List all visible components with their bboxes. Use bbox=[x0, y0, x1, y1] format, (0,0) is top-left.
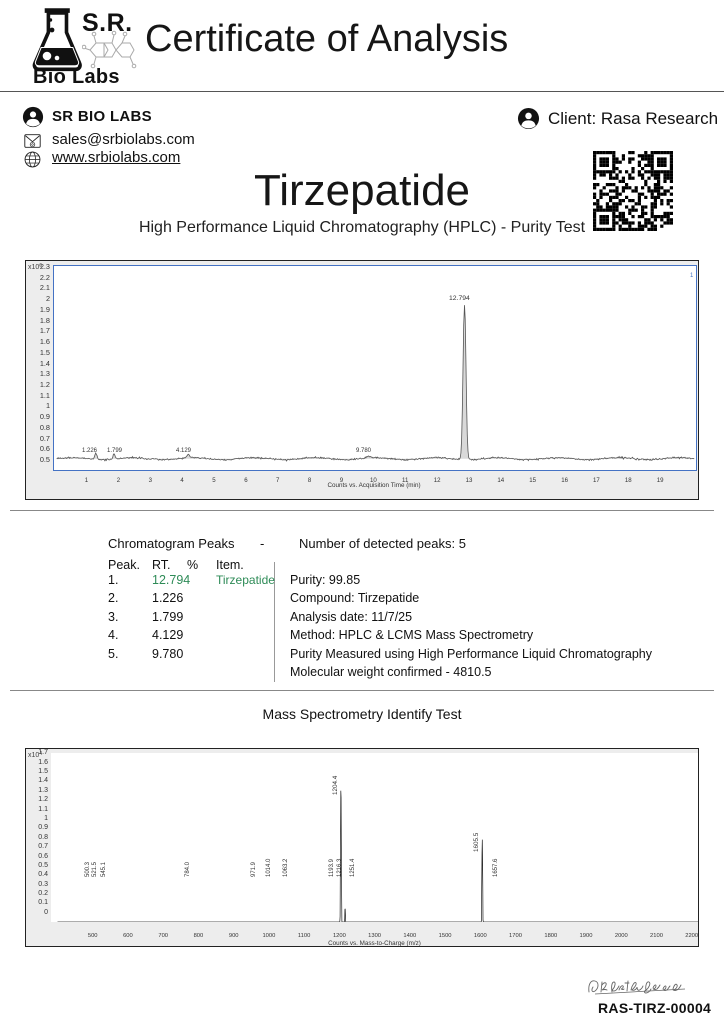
svg-text:700: 700 bbox=[158, 933, 168, 939]
svg-text:1900: 1900 bbox=[580, 933, 593, 939]
svg-text:500: 500 bbox=[88, 933, 98, 939]
svg-text:2000: 2000 bbox=[615, 933, 628, 939]
svg-text:1800: 1800 bbox=[544, 933, 557, 939]
svg-text:2200: 2200 bbox=[685, 933, 698, 939]
svg-text:900: 900 bbox=[229, 933, 239, 939]
svg-text:1400: 1400 bbox=[403, 933, 416, 939]
svg-text:1200: 1200 bbox=[333, 933, 346, 939]
svg-text:800: 800 bbox=[194, 933, 204, 939]
svg-text:600: 600 bbox=[123, 933, 133, 939]
svg-text:1600: 1600 bbox=[474, 933, 487, 939]
svg-text:1300: 1300 bbox=[368, 933, 381, 939]
svg-text:2100: 2100 bbox=[650, 933, 663, 939]
svg-text:1100: 1100 bbox=[298, 933, 310, 939]
svg-text:1000: 1000 bbox=[262, 933, 275, 939]
svg-text:1500: 1500 bbox=[439, 933, 452, 939]
svg-text:1700: 1700 bbox=[509, 933, 522, 939]
